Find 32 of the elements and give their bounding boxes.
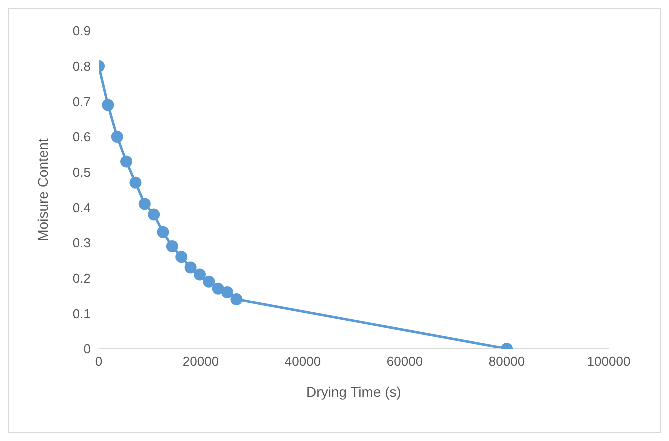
point: [111, 131, 124, 143]
x-axis-title: Drying Time (s): [306, 384, 402, 400]
y-tick-label: 0.2: [72, 270, 91, 286]
x-tick-label: 80000: [488, 354, 526, 370]
y-tick-label: 0.8: [72, 58, 91, 74]
point: [157, 226, 170, 238]
point: [130, 176, 142, 189]
point: [194, 268, 206, 281]
y-axis-title: Moisure Content: [34, 138, 51, 242]
x-tick-label: 40000: [284, 354, 322, 370]
point: [166, 240, 178, 253]
point: [148, 208, 160, 221]
y-tick-label: 0.3: [72, 236, 91, 251]
point: [203, 276, 216, 288]
y-tick-label: 0.5: [72, 164, 91, 180]
y-tick-label: 0.6: [72, 130, 91, 145]
y-tick-label: 0.1: [72, 306, 91, 322]
point: [102, 99, 114, 112]
x-tick-label: 0: [95, 354, 103, 370]
point: [176, 251, 188, 264]
point: [184, 262, 197, 274]
y-tick-label: 0.7: [72, 94, 91, 110]
point: [120, 156, 133, 168]
y-tick-label: 0: [84, 342, 91, 357]
y-tick-label: 0.4: [72, 200, 91, 216]
point: [230, 294, 243, 306]
y-tick-label: 0.9: [72, 24, 91, 39]
point: [138, 198, 151, 210]
x-tick-label: 100000: [587, 354, 631, 370]
x-tick-label: 20000: [182, 354, 220, 370]
x-tick-label: 60000: [386, 354, 424, 370]
point: [222, 286, 234, 298]
